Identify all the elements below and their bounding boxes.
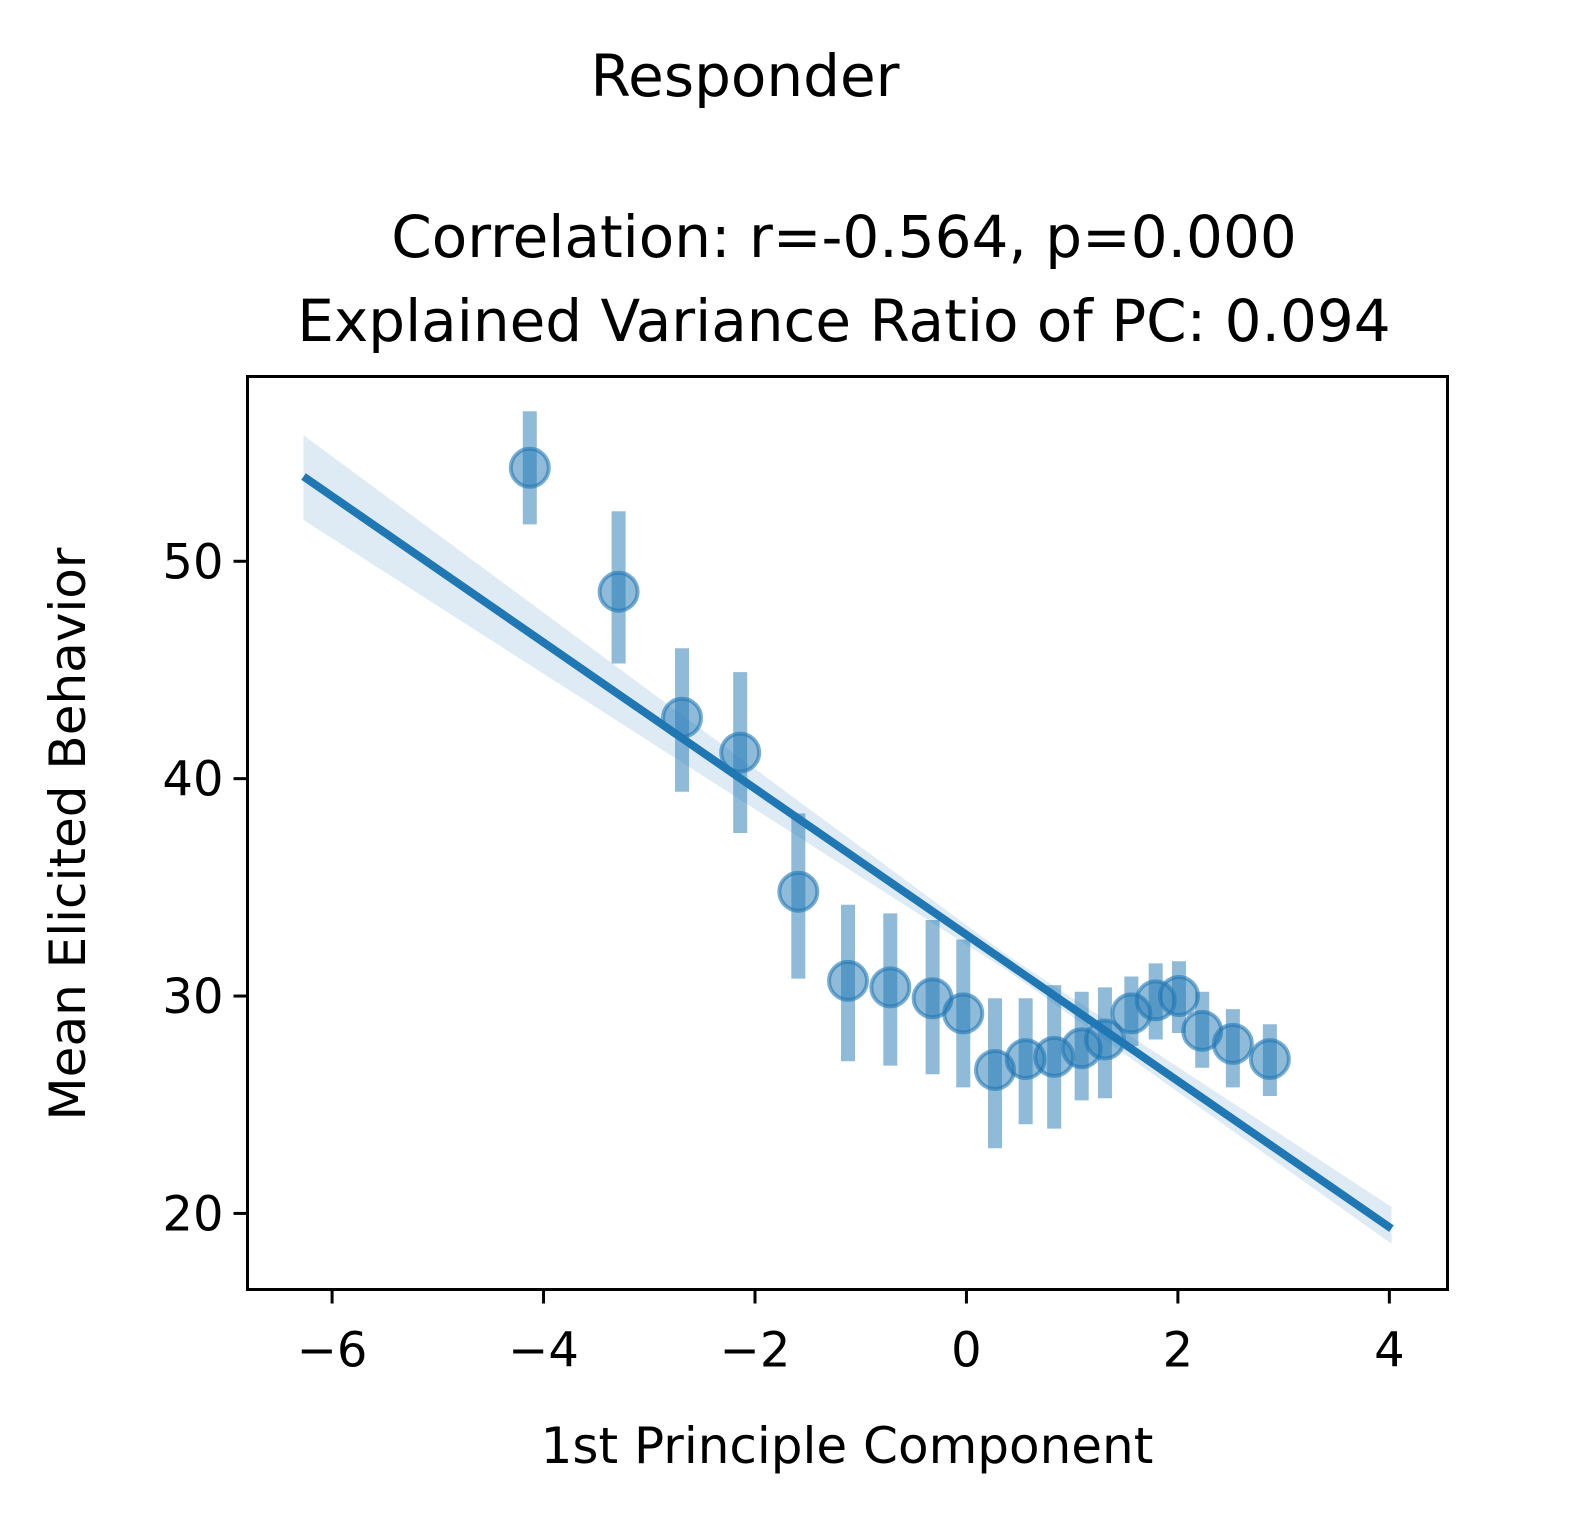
confidence-band [303, 435, 1392, 1244]
data-point-9 [942, 992, 985, 1035]
data-point-7 [869, 966, 912, 1009]
regression-line [301, 473, 1394, 1232]
axes-frame [246, 375, 1449, 1291]
x-tick-label: −4 [508, 1323, 579, 1379]
y-axis: 20 30 40 50 [162, 534, 248, 1242]
x-tick-label: −6 [297, 1323, 368, 1379]
data-point-4 [719, 731, 762, 774]
plot-area [301, 411, 1394, 1244]
y-tick-label: 50 [162, 534, 223, 590]
x-tick-label: 0 [951, 1323, 982, 1379]
y-tick-label: 20 [162, 1186, 223, 1242]
data-point-20 [1248, 1038, 1291, 1081]
chart-suptitle: Responder [590, 42, 899, 110]
x-axis-label: 1st Principle Component [541, 1417, 1154, 1475]
data-point-6 [827, 959, 870, 1002]
x-tick-label: 4 [1374, 1323, 1405, 1379]
x-axis: −6 −4 −2 0 2 4 [297, 1289, 1405, 1379]
y-axis-label: Mean Elicited Behavior [39, 547, 97, 1120]
data-point-19 [1211, 1022, 1254, 1065]
data-point-17 [1157, 975, 1200, 1018]
y-tick-label: 30 [162, 969, 223, 1025]
chart-title-line-2: Explained Variance Ratio of PC: 0.094 [297, 287, 1390, 355]
y-tick-label: 40 [162, 752, 223, 808]
data-point-5 [777, 870, 820, 913]
x-tick-label: 2 [1163, 1323, 1194, 1379]
data-point-1 [508, 446, 551, 489]
data-point-2 [597, 570, 640, 613]
x-tick-label: −2 [720, 1323, 791, 1379]
chart-title-line-1: Correlation: r=-0.564, p=0.000 [391, 203, 1297, 271]
